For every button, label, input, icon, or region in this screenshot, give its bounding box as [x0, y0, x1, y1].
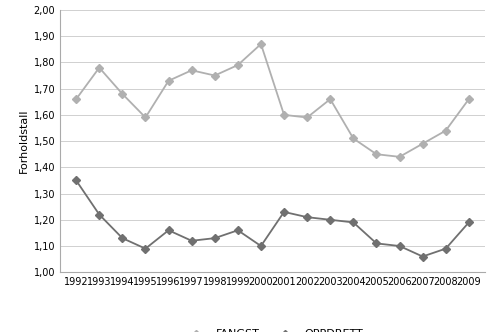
FANGST: [304, 116, 310, 120]
OPPDRETT: [420, 255, 426, 259]
OPPDRETT: [258, 244, 264, 248]
OPPDRETT: [212, 236, 218, 240]
OPPDRETT: [188, 239, 194, 243]
FANGST: [188, 68, 194, 72]
Line: OPPDRETT: OPPDRETT: [74, 178, 471, 259]
OPPDRETT: [374, 241, 380, 245]
OPPDRETT: [281, 210, 287, 214]
OPPDRETT: [166, 228, 172, 232]
OPPDRETT: [327, 218, 333, 222]
FANGST: [327, 97, 333, 101]
FANGST: [442, 128, 448, 132]
Line: FANGST: FANGST: [74, 41, 471, 160]
FANGST: [466, 97, 472, 101]
OPPDRETT: [235, 228, 241, 232]
OPPDRETT: [396, 244, 402, 248]
OPPDRETT: [73, 179, 79, 183]
FANGST: [212, 74, 218, 78]
OPPDRETT: [142, 247, 148, 251]
FANGST: [258, 42, 264, 46]
OPPDRETT: [120, 236, 126, 240]
FANGST: [396, 155, 402, 159]
FANGST: [420, 142, 426, 146]
FANGST: [166, 79, 172, 83]
Y-axis label: Forholdstall: Forholdstall: [20, 109, 30, 173]
FANGST: [120, 92, 126, 96]
Legend: FANGST, OPPDRETT: FANGST, OPPDRETT: [178, 325, 367, 332]
OPPDRETT: [96, 212, 102, 216]
FANGST: [142, 116, 148, 120]
FANGST: [350, 136, 356, 140]
OPPDRETT: [466, 220, 472, 224]
FANGST: [281, 113, 287, 117]
OPPDRETT: [350, 220, 356, 224]
FANGST: [235, 63, 241, 67]
FANGST: [73, 97, 79, 101]
FANGST: [374, 152, 380, 156]
OPPDRETT: [304, 215, 310, 219]
OPPDRETT: [442, 247, 448, 251]
FANGST: [96, 66, 102, 70]
